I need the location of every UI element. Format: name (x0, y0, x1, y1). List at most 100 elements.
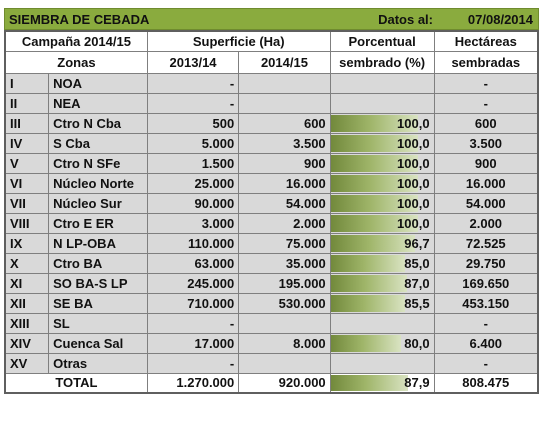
total-surface-2013: 1.270.000 (146, 372, 240, 394)
table-row: II NEA - - (4, 92, 539, 114)
zone-number: VIII (4, 212, 50, 234)
zone-number: XV (4, 352, 50, 374)
zone-number: V (4, 152, 50, 174)
hectares-sown-cell: 900 (433, 152, 539, 174)
surface-2014-cell: 8.000 (238, 332, 331, 354)
percent-sown-cell: 100,0 (329, 172, 435, 194)
sowing-table-container: SIEMBRA DE CEBADA Datos al: 07/08/2014 C… (4, 8, 539, 394)
zone-number: VI (4, 172, 50, 194)
sowing-table: Campaña 2014/15 Superficie (Ha) Porcentu… (4, 30, 539, 394)
percent-sown-cell: 100,0 (329, 152, 435, 174)
surface-2014-cell: 35.000 (238, 252, 331, 274)
table-row: XIII SL - - (4, 312, 539, 334)
percent-sown-value: 100,0 (397, 215, 430, 231)
percent-sown-cell: 100,0 (329, 192, 435, 214)
zone-number: VII (4, 192, 50, 214)
surface-header: Superficie (Ha) (146, 30, 331, 52)
date-label: Datos al: (378, 11, 433, 27)
zone-number: III (4, 112, 50, 134)
zone-number: IX (4, 232, 50, 254)
table-row: VII Núcleo Sur 90.000 54.000 100,0 54.000 (4, 192, 539, 214)
percent-sown-cell (329, 72, 435, 94)
surface-2013-cell: - (146, 352, 240, 374)
surface-2014-cell: 3.500 (238, 132, 331, 154)
hectares-header-line2: sembradas (433, 50, 539, 74)
hectares-sown-cell: - (433, 92, 539, 114)
zone-name: SL (48, 312, 148, 334)
campaign-header: Campaña 2014/15 (4, 30, 148, 52)
hectares-sown-cell: 72.525 (433, 232, 539, 254)
percent-data-bar (331, 274, 407, 292)
percent-sown-value: 80,0 (404, 335, 430, 351)
zone-number: II (4, 92, 50, 114)
zone-name: SO BA-S LP (48, 272, 148, 294)
zone-number: XIV (4, 332, 50, 354)
surface-2014-cell (238, 92, 331, 114)
zone-name: Núcleo Sur (48, 192, 148, 214)
header-row-2: Zonas 2013/14 2014/15 sembrado (%) sembr… (4, 50, 539, 74)
percent-sown-cell: 80,0 (329, 332, 435, 354)
percent-sown-value: 100,0 (397, 195, 430, 211)
zone-name: Cuenca Sal (48, 332, 148, 354)
surface-2013-cell: - (146, 72, 240, 94)
zone-number: XI (4, 272, 50, 294)
percent-sown-value: 96,7 (404, 235, 430, 251)
surface-2014-cell (238, 312, 331, 334)
surface-2013-cell: - (146, 312, 240, 334)
surface-2014-cell: 900 (238, 152, 331, 174)
zone-number: XII (4, 292, 50, 314)
surface-2013-cell: 245.000 (146, 272, 240, 294)
percent-sown-cell: 96,7 (329, 232, 435, 254)
surface-2014-cell: 530.000 (238, 292, 331, 314)
table-row: IV S Cba 5.000 3.500 100,0 3.500 (4, 132, 539, 154)
percent-sown-cell: 87,9 (329, 372, 435, 394)
table-row: XII SE BA 710.000 530.000 85,5 453.150 (4, 292, 539, 314)
percent-sown-cell: 100,0 (329, 132, 435, 154)
total-surface-2014: 920.000 (238, 372, 331, 394)
title-bar: SIEMBRA DE CEBADA Datos al: 07/08/2014 (4, 8, 539, 30)
percent-sown-cell: 87,0 (329, 272, 435, 294)
zone-name: N LP-OBA (48, 232, 148, 254)
table-row: X Ctro BA 63.000 35.000 85,0 29.750 (4, 252, 539, 274)
hectares-sown-cell: 6.400 (433, 332, 539, 354)
percent-sown-cell (329, 352, 435, 374)
surface-2013-cell: 90.000 (146, 192, 240, 214)
zones-header: Zonas (4, 50, 148, 74)
year-2014-header: 2014/15 (238, 50, 331, 74)
hectares-header-line1: Hectáreas (433, 30, 539, 52)
table-row: XV Otras - - (4, 352, 539, 374)
percent-data-bar (331, 134, 419, 152)
percent-sown-value: 100,0 (397, 115, 430, 131)
surface-2013-cell: 1.500 (146, 152, 240, 174)
surface-2013-cell: 25.000 (146, 172, 240, 194)
zone-name: Ctro E ER (48, 212, 148, 234)
percent-data-bar (331, 214, 419, 232)
table-row: I NOA - - (4, 72, 539, 94)
percent-sown-cell: 100,0 (329, 212, 435, 234)
percent-data-bar (331, 254, 405, 272)
year-2013-header: 2013/14 (146, 50, 240, 74)
percent-sown-value: 87,0 (404, 275, 430, 291)
zone-name: SE BA (48, 292, 148, 314)
percent-data-bar (331, 114, 419, 132)
surface-2013-cell: 5.000 (146, 132, 240, 154)
percent-sown-cell (329, 312, 435, 334)
percent-sown-value: 100,0 (397, 135, 430, 151)
percent-sown-cell: 100,0 (329, 112, 435, 134)
zone-number: XIII (4, 312, 50, 334)
hectares-sown-cell: 453.150 (433, 292, 539, 314)
surface-2013-cell: 17.000 (146, 332, 240, 354)
percent-sown-cell (329, 92, 435, 114)
percent-header-line1: Porcentual (329, 30, 435, 52)
zone-name: Ctro N Cba (48, 112, 148, 134)
percent-header-line2: sembrado (%) (329, 50, 435, 74)
total-row: TOTAL 1.270.000 920.000 87,9 808.475 (4, 372, 539, 394)
surface-2013-cell: 500 (146, 112, 240, 134)
surface-2013-cell: 63.000 (146, 252, 240, 274)
hectares-sown-cell: 29.750 (433, 252, 539, 274)
surface-2014-cell (238, 72, 331, 94)
total-hectares-sown: 808.475 (433, 372, 539, 394)
hectares-sown-cell: - (433, 352, 539, 374)
percent-sown-cell: 85,5 (329, 292, 435, 314)
zone-name: NEA (48, 92, 148, 114)
